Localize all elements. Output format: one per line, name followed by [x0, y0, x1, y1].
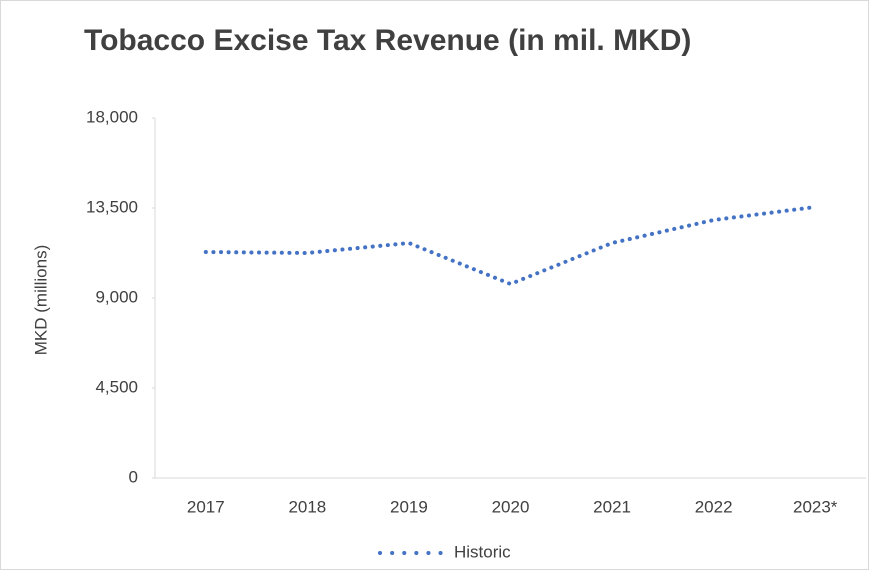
- x-tick-label: 2017: [187, 497, 225, 516]
- y-tick-label: 4,500: [95, 377, 138, 396]
- x-tick-label: 2022: [695, 497, 733, 516]
- y-tick-label: 18,000: [86, 107, 138, 126]
- chart-title: Tobacco Excise Tax Revenue (in mil. MKD): [84, 24, 691, 57]
- y-axis-label: MKD (millions): [31, 245, 50, 356]
- y-tick-label: 0: [129, 467, 138, 486]
- x-tick-label: 2019: [390, 497, 428, 516]
- x-tick-label: 2021: [593, 497, 631, 516]
- x-tick-label: 2020: [492, 497, 530, 516]
- y-tick-label: 9,000: [95, 287, 138, 306]
- legend-label: Historic: [454, 542, 511, 561]
- x-tick-label: 2018: [288, 497, 326, 516]
- x-tick-label: 2023*: [793, 497, 838, 516]
- line-series: [203, 205, 818, 287]
- y-tick-label: 13,500: [86, 197, 138, 216]
